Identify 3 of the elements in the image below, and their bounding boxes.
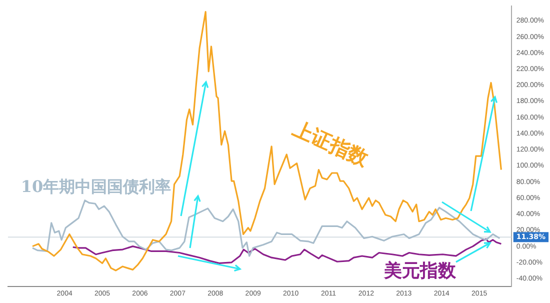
text: 上证指数: [288, 116, 374, 172]
series-label: 10年期中国国债利率: [20, 177, 172, 196]
series-label: 美元指数: [383, 260, 457, 282]
